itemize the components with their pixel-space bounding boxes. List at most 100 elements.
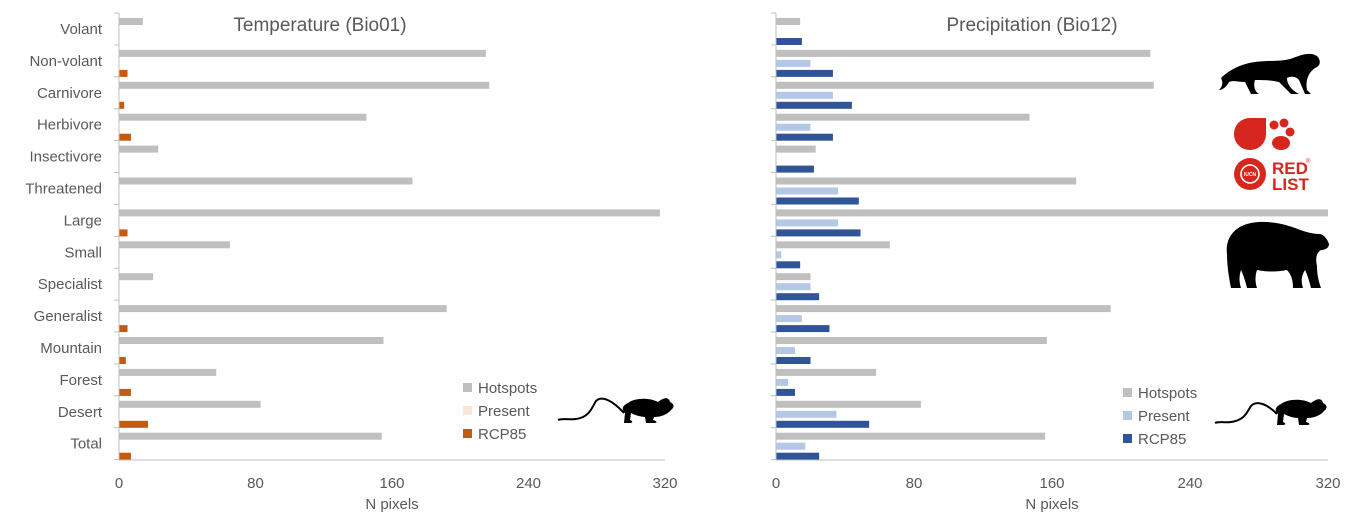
rodent-silhouette-icon <box>557 397 674 423</box>
category-label-non-volant: Non-volant <box>29 53 102 70</box>
bar-hotspots-specialist <box>776 273 811 281</box>
registered-mark: ® <box>1306 158 1311 165</box>
bar-hotspots-volant <box>776 18 801 25</box>
bar-hotspots-mountain <box>776 337 1047 344</box>
bar-rcp85-generalist <box>776 325 830 333</box>
bar-hotspots-desert <box>776 400 921 408</box>
bar-hotspots-herbivore <box>776 113 1030 121</box>
bar-rcp85-herbivore <box>119 133 131 141</box>
category-label-threatened: Threatened <box>25 180 102 197</box>
legend-label-present: Present <box>478 403 531 420</box>
bars <box>776 18 1328 460</box>
bar-hotspots-carnivore <box>776 81 1154 89</box>
list-label: LIST <box>1272 175 1309 194</box>
bar-rcp85-insectivore <box>776 165 814 173</box>
bar-hotspots-non-volant <box>119 49 486 57</box>
bar-rcp85-forest <box>776 388 795 396</box>
red-label: RED <box>1272 159 1308 178</box>
legend-label-hotspots: Hotspots <box>1138 385 1197 402</box>
x-tick-label: 80 <box>247 475 264 492</box>
bar-hotspots-generalist <box>776 305 1111 313</box>
bar-present-small <box>776 251 782 259</box>
category-label-generalist: Generalist <box>34 308 103 325</box>
bar-rcp85-carnivore <box>119 101 125 109</box>
chart-title: Temperature (Bio01) <box>233 15 406 36</box>
rodent-silhouette-icon <box>1214 399 1327 425</box>
legend-label-rcp85: RCP85 <box>478 426 526 443</box>
bar-present-carnivore <box>776 91 833 99</box>
bar-present-specialist <box>776 283 811 291</box>
legend: Hotspots Present RCP85 <box>1123 385 1197 448</box>
bar-hotspots-large <box>776 209 1328 217</box>
bar-hotspots-threatened <box>119 177 413 185</box>
category-label-mountain: Mountain <box>40 340 102 357</box>
bar-hotspots-large <box>119 209 660 217</box>
x-axis: 0 80 160 240 320 <box>771 12 1341 492</box>
x-tick-label: 80 <box>906 475 923 492</box>
bar-hotspots-volant <box>119 18 143 25</box>
legend-swatch-present <box>1123 411 1132 420</box>
category-label-specialist: Specialist <box>38 276 103 293</box>
category-label-large: Large <box>64 212 102 229</box>
bar-rcp85-desert <box>776 420 870 428</box>
category-label-carnivore: Carnivore <box>37 85 102 102</box>
bar-rcp85-specialist <box>776 293 820 301</box>
bar-hotspots-forest <box>119 368 217 376</box>
iucn-label: IUCN <box>1244 172 1257 178</box>
bar-present-total <box>776 442 806 450</box>
bar-present-mountain <box>776 347 795 354</box>
bar-rcp85-total <box>119 452 131 460</box>
bar-hotspots-generalist <box>119 305 447 313</box>
bar-hotspots-insectivore <box>776 145 816 153</box>
bar-hotspots-small <box>776 241 890 249</box>
bar-rcp85-mountain <box>119 357 126 364</box>
legend-swatch-hotspots <box>1123 388 1132 397</box>
x-axis: 0 80 160 240 320 <box>114 12 678 492</box>
category-label-insectivore: Insectivore <box>29 149 102 166</box>
x-tick-label: 320 <box>652 475 677 492</box>
x-tick-label: 320 <box>1315 475 1340 492</box>
iucn-red-list-logo: IUCN RED LIST ® <box>1234 118 1311 194</box>
x-tick-label: 0 <box>115 475 123 492</box>
bar-rcp85-generalist <box>119 325 128 333</box>
temperature-panel: Temperature (Bio01) Volant Non-volant Carn… <box>25 12 678 513</box>
bar-rcp85-carnivore <box>776 101 852 109</box>
bars <box>119 18 660 460</box>
bar-present-desert <box>776 410 837 418</box>
bar-present-herbivore <box>776 123 811 131</box>
x-axis-title: N pixels <box>1025 496 1078 513</box>
legend-label-hotspots: Hotspots <box>478 380 537 397</box>
bar-rcp85-non-volant <box>776 69 833 77</box>
x-tick-label: 240 <box>516 475 541 492</box>
bar-rcp85-herbivore <box>776 133 833 141</box>
bar-present-forest <box>776 378 789 386</box>
bar-hotspots-forest <box>776 368 877 376</box>
bar-hotspots-total <box>119 432 382 440</box>
bar-rcp85-large <box>119 229 128 237</box>
legend-swatch-present <box>463 406 472 415</box>
category-label-small: Small <box>64 244 102 261</box>
bar-present-non-volant <box>776 59 811 67</box>
bar-hotspots-carnivore <box>119 81 490 89</box>
bear-silhouette-icon <box>1226 221 1329 288</box>
category-label-volant: Volant <box>60 21 103 38</box>
bar-present-generalist <box>776 315 802 323</box>
bar-rcp85-mountain <box>776 357 811 364</box>
bar-rcp85-total <box>776 452 820 460</box>
bar-present-threatened <box>776 187 839 195</box>
chart-title: Precipitation (Bio12) <box>946 15 1117 36</box>
bar-rcp85-volant <box>776 38 802 45</box>
legend-swatch-rcp85 <box>463 429 472 438</box>
bar-hotspots-specialist <box>119 273 154 281</box>
category-label-total: Total <box>70 436 102 453</box>
panther-silhouette-icon <box>1219 53 1320 94</box>
bar-hotspots-desert <box>119 400 261 408</box>
category-label-desert: Desert <box>58 404 103 421</box>
bar-hotspots-threatened <box>776 177 1077 185</box>
bar-hotspots-small <box>119 241 230 249</box>
legend: Hotspots Present RCP85 <box>463 380 537 443</box>
legend-label-present: Present <box>1138 408 1191 425</box>
bar-present-large <box>776 219 839 227</box>
bar-hotspots-insectivore <box>119 145 159 153</box>
